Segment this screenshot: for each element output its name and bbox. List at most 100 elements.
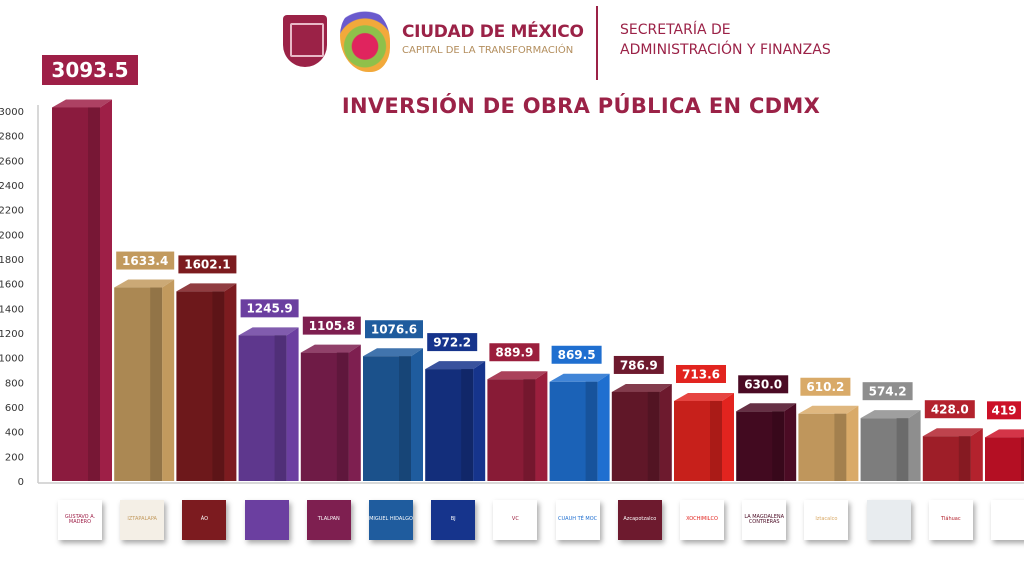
secretaria-line2: ADMINISTRACIÓN Y FINANZAS bbox=[620, 42, 831, 58]
y-tick-label: 200 bbox=[5, 452, 24, 463]
brand-subtitle: CAPITAL DE LA TRANSFORMACIÓN bbox=[402, 45, 574, 56]
data-label-box bbox=[800, 377, 851, 396]
bar-top bbox=[238, 327, 299, 336]
cdmx-shield-logo bbox=[283, 15, 327, 67]
bar-top bbox=[798, 405, 859, 414]
y-tick-label: 1000 bbox=[0, 354, 24, 365]
data-label: 1633.4 bbox=[122, 254, 168, 268]
category-logo: LA MAGDALENA CONTRERAS bbox=[742, 500, 787, 540]
bar-inner-shade bbox=[834, 413, 847, 481]
data-label: 610.2 bbox=[806, 380, 844, 394]
bar-side bbox=[970, 428, 983, 481]
chart-title: INVERSIÓN DE OBRA PÚBLICA EN CDMX bbox=[341, 94, 821, 118]
bar-inner-shade bbox=[274, 335, 287, 481]
bar-inner-shade bbox=[461, 369, 474, 481]
data-label: 713.6 bbox=[682, 367, 720, 381]
bar-side bbox=[908, 410, 921, 481]
bar-top bbox=[736, 403, 797, 412]
bar-side bbox=[286, 327, 299, 481]
bar-inner-shade bbox=[523, 379, 536, 481]
y-tick-label: 2000 bbox=[0, 230, 24, 241]
data-label-box bbox=[489, 343, 540, 362]
data-label-box bbox=[240, 299, 299, 318]
bar-top bbox=[425, 361, 486, 370]
category-logo: IZTAPALAPA bbox=[120, 500, 165, 540]
data-label-box bbox=[862, 382, 913, 401]
data-label-box bbox=[924, 400, 975, 419]
bar-side bbox=[784, 403, 797, 481]
bar-inner-shade bbox=[88, 107, 100, 482]
bar-inner-shade bbox=[896, 418, 909, 481]
bar-side bbox=[348, 344, 361, 481]
bar bbox=[985, 437, 1024, 481]
bar-inner-shade bbox=[958, 436, 971, 481]
category-logo bbox=[866, 500, 911, 540]
bar-top bbox=[176, 283, 237, 292]
category-logo: XOCHIMILCO bbox=[680, 500, 724, 540]
bar-inner-shade bbox=[710, 400, 722, 481]
data-label-box bbox=[178, 255, 237, 274]
bar-top bbox=[674, 392, 734, 401]
data-label-box bbox=[365, 320, 423, 339]
data-label-box bbox=[987, 401, 1021, 420]
bar-side bbox=[597, 373, 610, 481]
data-label-box bbox=[738, 375, 789, 394]
data-label-box bbox=[116, 251, 175, 270]
bar-side bbox=[659, 383, 672, 481]
y-tick-label: 1800 bbox=[0, 255, 24, 266]
bar-side bbox=[722, 392, 734, 481]
bar-top bbox=[860, 410, 921, 419]
bar-inner-shade bbox=[1021, 437, 1024, 481]
bar-inner-shade bbox=[212, 291, 225, 481]
data-label: 574.2 bbox=[869, 385, 907, 399]
bar-top bbox=[611, 383, 672, 392]
bar-inner-shade bbox=[772, 411, 785, 481]
bar-inner-shade bbox=[150, 287, 163, 481]
data-label-box bbox=[302, 316, 361, 335]
category-logo: ÁO bbox=[182, 500, 227, 540]
data-label-box bbox=[427, 333, 478, 352]
category-logo: VC bbox=[493, 500, 538, 540]
category-logo: MIGUEL HIDALGO bbox=[369, 500, 413, 540]
bar-top bbox=[549, 373, 610, 382]
data-label: 1245.9 bbox=[246, 302, 292, 316]
data-label: 419 bbox=[991, 404, 1016, 418]
data-label: 1076.6 bbox=[371, 323, 417, 337]
bar-side bbox=[846, 405, 859, 481]
data-label-box bbox=[42, 55, 138, 85]
bar-inner-shade bbox=[585, 381, 598, 481]
bar-inner-shade bbox=[399, 356, 411, 481]
bar-top bbox=[300, 344, 361, 353]
data-label: 428.0 bbox=[931, 403, 969, 417]
category-logo: Tláhuac bbox=[928, 500, 973, 540]
brand-title: CIUDAD DE MÉXICO bbox=[402, 22, 584, 42]
category-logo: CUAUH TÉ MOC bbox=[555, 500, 600, 540]
y-tick-label: 2400 bbox=[0, 181, 24, 192]
bar-inner-shade bbox=[336, 352, 349, 481]
y-tick-label: 1400 bbox=[0, 304, 24, 315]
y-tick-label: 600 bbox=[5, 403, 24, 414]
bar-top bbox=[922, 428, 983, 437]
header-divider bbox=[596, 6, 598, 80]
bar-top bbox=[363, 348, 423, 357]
data-label: 889.9 bbox=[495, 346, 533, 360]
y-tick-label: 1600 bbox=[0, 280, 24, 291]
bar-side bbox=[535, 371, 548, 481]
y-tick-label: 2600 bbox=[0, 156, 24, 167]
bar-top bbox=[52, 99, 112, 108]
category-logo: TLALPAN bbox=[306, 500, 351, 540]
y-tick-label: 800 bbox=[5, 378, 24, 389]
header: CIUDAD DE MÉXICO CAPITAL DE LA TRANSFORM… bbox=[0, 0, 1024, 90]
secretaria-line1: SECRETARÍA DE bbox=[620, 22, 731, 38]
bar-top bbox=[487, 371, 548, 380]
data-label: 1602.1 bbox=[184, 258, 230, 272]
bar-top bbox=[114, 279, 175, 288]
data-label: 1105.8 bbox=[309, 319, 355, 333]
category-logo bbox=[991, 500, 1024, 540]
y-tick-label: 2800 bbox=[0, 132, 24, 143]
y-tick-label: 0 bbox=[18, 477, 24, 488]
data-label: 3093.5 bbox=[51, 58, 128, 82]
data-label-box bbox=[676, 364, 726, 383]
data-label: 972.2 bbox=[433, 335, 471, 349]
